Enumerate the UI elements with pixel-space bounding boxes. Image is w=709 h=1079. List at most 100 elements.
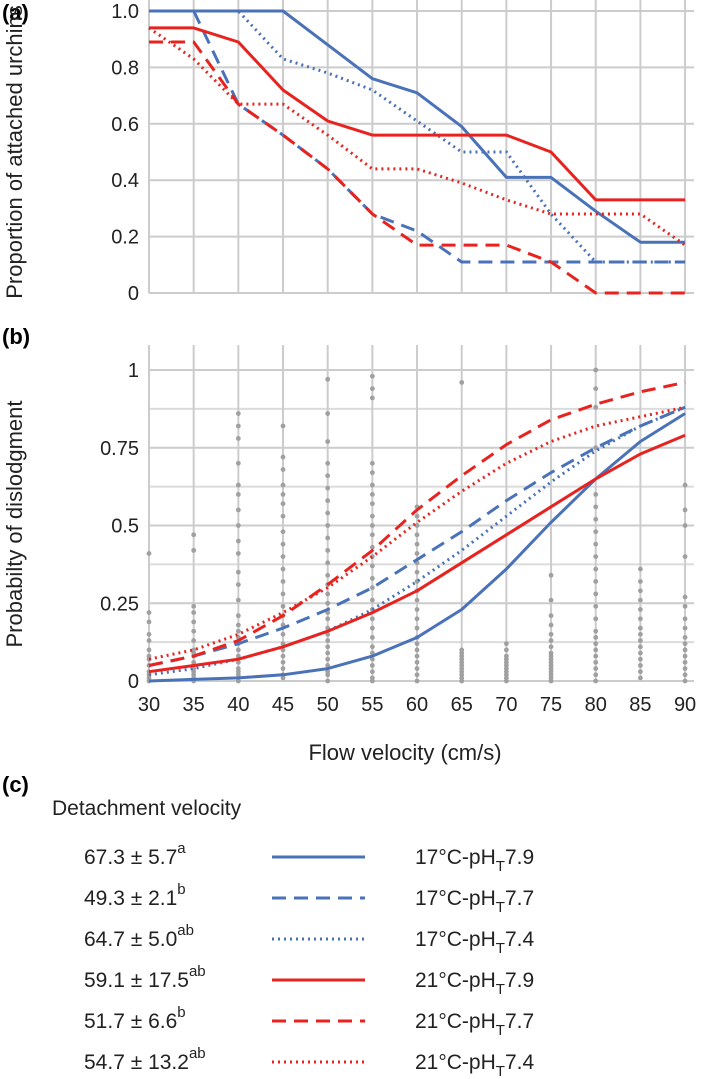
- panel-a-series-line-3: [149, 26, 686, 202]
- panel-b-data-point: [146, 653, 152, 659]
- panel-c-label: (c): [2, 772, 29, 797]
- panel-b-data-point: [325, 439, 331, 444]
- panel-b-data-point: [682, 647, 688, 653]
- legend-velocity: 64.7 ± 5.0ab: [84, 922, 194, 951]
- panel-b-data-point: [593, 647, 599, 653]
- panel-b-data-point: [682, 523, 688, 528]
- panel-b-xtick: 80: [585, 694, 607, 716]
- panel-b-data-point: [637, 597, 643, 603]
- legend-velocity-superscript: a: [177, 840, 186, 857]
- panel-b-data-point: [325, 663, 331, 668]
- panel-b-data-point: [548, 644, 554, 650]
- panel-b-data-point: [593, 603, 599, 609]
- panel-b-data-point: [235, 538, 241, 544]
- panel-a-ytick: 0.6: [111, 114, 139, 136]
- panel-b-data-point: [593, 367, 599, 373]
- panel-b-data-point: [637, 644, 643, 650]
- panel-b-data-point: [325, 650, 331, 656]
- legend-velocity-value: 54.7 ± 13.2: [84, 1051, 189, 1074]
- legend-treatment: 17°C-pHT7.4: [415, 928, 534, 957]
- panel-b-data-point: [682, 482, 688, 488]
- panel-b-data-point: [146, 551, 152, 556]
- panel-b-data-point: [593, 492, 599, 497]
- legend-velocity-value: 67.3 ± 5.7: [84, 846, 177, 869]
- panel-b-data-point: [682, 594, 688, 600]
- panel-b-data-point: [369, 675, 375, 681]
- panel-b-data-point: [593, 554, 599, 559]
- panel-b-data-point: [548, 597, 554, 603]
- panel-b-data-point: [235, 582, 241, 587]
- panel-a-ylabel: Proportion of attached urchins: [2, 5, 27, 299]
- legend-treatment-ph: 7.7: [505, 1010, 534, 1033]
- panel-b-data-point: [369, 575, 375, 581]
- panel-b-data-point: [191, 547, 197, 553]
- panel-b-data-point: [593, 666, 599, 671]
- legend-velocity-value: 51.7 ± 6.6: [84, 1010, 177, 1033]
- panel-b-data-point: [235, 436, 241, 441]
- panel-b-data-point: [369, 544, 375, 550]
- legend-table: 67.3 ± 5.7a 17°C-pH T 7.9 49.3 ± 2.1b 17°C-pH…: [84, 840, 534, 1079]
- panel-b-xtick: 60: [406, 694, 428, 716]
- legend-velocity-superscript: b: [177, 881, 185, 898]
- panel-b-data-point: [325, 560, 331, 566]
- panel-b-xtick: 65: [451, 694, 473, 716]
- panel-b-data-point: [414, 616, 420, 622]
- panel-b-data-point: [593, 659, 599, 665]
- panel-b-data-point: [235, 507, 241, 513]
- panel-b-data-point: [325, 523, 331, 528]
- panel-b-data-point: [325, 600, 331, 606]
- panel-b-data-point: [593, 672, 599, 678]
- legend-treatment-ph: 7.9: [505, 969, 534, 992]
- panel-b-data-point: [325, 572, 331, 578]
- panel-b-data-point: [637, 675, 643, 681]
- panel-b-data-point: [369, 663, 375, 668]
- panel-b-data-point: [369, 513, 375, 519]
- panel-b-data-point: [414, 641, 420, 647]
- panel-b-data-point: [191, 659, 197, 665]
- panel-b-data-point: [146, 619, 152, 625]
- panel-b-data-point: [682, 616, 688, 622]
- panel-a-ytick: 1.0: [111, 1, 139, 23]
- panel-b-data-point: [548, 650, 554, 656]
- legend-treatment-subscript: T: [496, 1022, 505, 1039]
- panel-b-data-point: [414, 653, 420, 659]
- legend-velocity: 49.3 ± 2.1b: [84, 881, 186, 910]
- panel-b-data-point: [235, 628, 241, 634]
- panel-b-ytick: 0.5: [111, 516, 139, 538]
- panel-b-data-point: [280, 541, 286, 547]
- legend-treatment-temp: 21°C-pH: [415, 1010, 496, 1033]
- panel-b-data-point: [637, 625, 643, 631]
- panel-b-data-point: [280, 454, 286, 460]
- panel-a-ylabel-line1: Proportion of attached urchins: [2, 5, 27, 299]
- panel-b-data-point: [637, 663, 643, 668]
- panel-b-data-point: [637, 616, 643, 622]
- panel-b-data-point: [593, 529, 599, 535]
- panel-b-data-point: [369, 669, 375, 675]
- panel-b-data-point: [235, 622, 241, 628]
- legend-treatment-temp: 17°C-pH: [415, 887, 496, 910]
- legend-treatment-temp: 17°C-pH: [415, 846, 496, 869]
- panel-b-data-point: [325, 485, 331, 491]
- panel-b-data-point: [325, 638, 331, 643]
- legend-treatment-ph: 7.4: [505, 928, 535, 951]
- panel-b-data-point: [369, 597, 375, 603]
- panel-b-data-point: [414, 678, 420, 684]
- panel-b-data-point: [637, 631, 643, 637]
- panel-b-data-point: [593, 579, 599, 584]
- panel-b-data-point: [682, 678, 688, 684]
- panel-b-xtick: 90: [674, 694, 696, 716]
- panel-b-data-point: [369, 373, 375, 379]
- panel-b-data-point: [280, 591, 286, 597]
- panel-b-data-point: [280, 653, 286, 659]
- panel-b-data-point: [682, 635, 688, 640]
- panel-b-data-point: [235, 423, 241, 429]
- panel-b-data-point: [369, 625, 375, 631]
- panel-a-series-line-1: [192, 10, 686, 264]
- panel-b-data-point: [235, 678, 241, 684]
- panel-b-data-point: [369, 532, 375, 538]
- panel-b-data-point: [682, 666, 688, 671]
- panel-b-label: (b): [2, 324, 30, 349]
- panel-b-data-point: [280, 423, 286, 429]
- panel-b-data-point: [637, 656, 643, 662]
- panel-b-data-point: [191, 638, 197, 643]
